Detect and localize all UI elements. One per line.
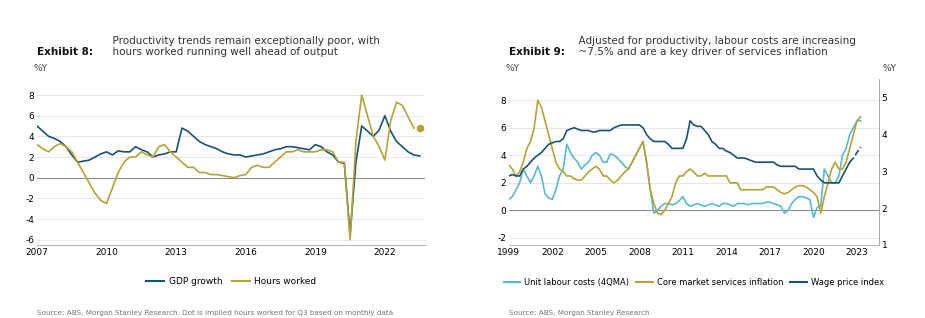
Text: %Y: %Y	[882, 64, 896, 73]
Text: Exhibit 8:: Exhibit 8:	[37, 47, 93, 57]
Text: Productivity trends remain exceptionally poor, with
  hours worked running well : Productivity trends remain exceptionally…	[106, 36, 380, 57]
Text: Adjusted for productivity, labour costs are increasing
  ~7.5% and are a key dri: Adjusted for productivity, labour costs …	[572, 36, 856, 57]
Text: %Y: %Y	[33, 64, 47, 73]
Legend: Unit labour costs (4QMA), Core market services inflation, Wage price index: Unit labour costs (4QMA), Core market se…	[500, 275, 887, 290]
Text: Source: ABS, Morgan Stanley Research. Dot is implied hours worked for Q3 based o: Source: ABS, Morgan Stanley Research. Do…	[37, 310, 393, 316]
Text: %Y: %Y	[505, 64, 519, 73]
Legend: GDP growth, Hours worked: GDP growth, Hours worked	[142, 274, 320, 290]
Text: Source: ABS, Morgan Stanley Research: Source: ABS, Morgan Stanley Research	[509, 310, 649, 316]
Text: Exhibit 9:: Exhibit 9:	[509, 47, 564, 57]
